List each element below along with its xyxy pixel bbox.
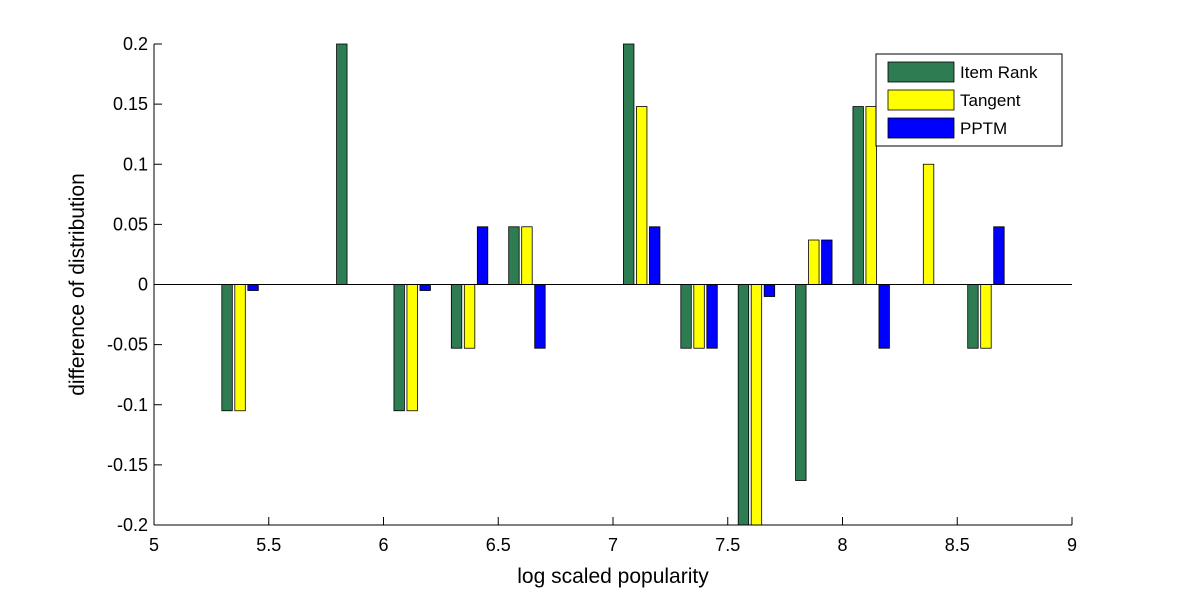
bar-tangent-5 (636, 106, 648, 285)
bar-tangent-4 (521, 226, 533, 285)
bar-pptm-8 (821, 239, 833, 285)
bar-tangent-7 (750, 284, 763, 526)
x-tick-label: 9 (1067, 535, 1077, 555)
bar-tangent-2 (406, 284, 418, 412)
bar-tangent-8 (808, 239, 820, 285)
bar-tangent-10 (922, 163, 935, 285)
x-axis-title: log scaled popularity (517, 565, 709, 588)
x-tick-label: 7 (608, 535, 618, 555)
bar-tangent-9 (865, 106, 877, 285)
bar-pptm-9 (878, 284, 890, 349)
x-tick-label: 8 (837, 535, 847, 555)
legend-swatch-pptm (887, 117, 955, 139)
bar-pptm-2 (419, 284, 431, 291)
bar-tangent-0 (234, 284, 246, 412)
x-tick-label: 6.5 (486, 535, 511, 555)
bar-tangent-11 (980, 284, 992, 349)
y-tick-label: 0 (138, 275, 148, 295)
legend-label-tangent: Tangent (960, 91, 1021, 110)
bar-item-rank-6 (680, 284, 692, 349)
y-tick-label: 0.1 (123, 154, 148, 174)
bar-pptm-5 (649, 226, 661, 285)
bar-pptm-7 (763, 284, 776, 297)
y-tick-label: -0.15 (107, 455, 148, 475)
bar-pptm-3 (476, 226, 489, 285)
y-tick-label: 0.15 (113, 94, 148, 114)
legend-swatch-tangent (887, 89, 955, 111)
bar-pptm-4 (534, 284, 546, 349)
legend-label-pptm: PPTM (960, 119, 1007, 138)
bar-pptm-0 (247, 284, 259, 291)
bars-layer (221, 43, 1005, 526)
y-axis-title: difference of distribution (66, 173, 89, 396)
y-tick-label: 0.05 (113, 214, 148, 234)
bar-item-rank-3 (450, 284, 463, 349)
bar-tangent-3 (463, 284, 476, 349)
ticks-layer: 5 5.5 6 6.5 7 7.5 8 8.5 9 0.2 0.15 0.1 0.05 0 -0.05 -0.… (107, 34, 1077, 555)
bar-tangent-6 (693, 284, 705, 349)
bar-item-rank-2 (393, 284, 405, 412)
legend-swatch-item-rank (887, 61, 955, 83)
bar-pptm-11 (993, 226, 1005, 285)
bar-item-rank-0 (221, 284, 233, 412)
y-tick-label: -0.05 (107, 335, 148, 355)
bar-item-rank-7 (737, 284, 750, 526)
bar-item-rank-1 (336, 43, 348, 285)
x-tick-label: 6 (378, 535, 388, 555)
bar-item-rank-9 (852, 106, 864, 285)
x-tick-label: 7.5 (715, 535, 740, 555)
legend-label-item-rank: Item Rank (960, 63, 1038, 82)
bar-pptm-6 (706, 284, 718, 349)
y-tick-label: 0.2 (123, 34, 148, 54)
bar-item-rank-5 (623, 43, 635, 285)
bar-item-rank-11 (967, 284, 979, 349)
y-tick-label: -0.1 (117, 395, 148, 415)
x-tick-label: 8.5 (945, 535, 970, 555)
x-tick-label: 5.5 (256, 535, 281, 555)
x-tick-label: 5 (149, 535, 159, 555)
y-tick-label: -0.2 (117, 515, 148, 535)
bar-item-rank-8 (795, 284, 807, 481)
bar-item-rank-4 (508, 226, 520, 285)
legend: Item Rank Tangent PPTM (875, 53, 1063, 147)
